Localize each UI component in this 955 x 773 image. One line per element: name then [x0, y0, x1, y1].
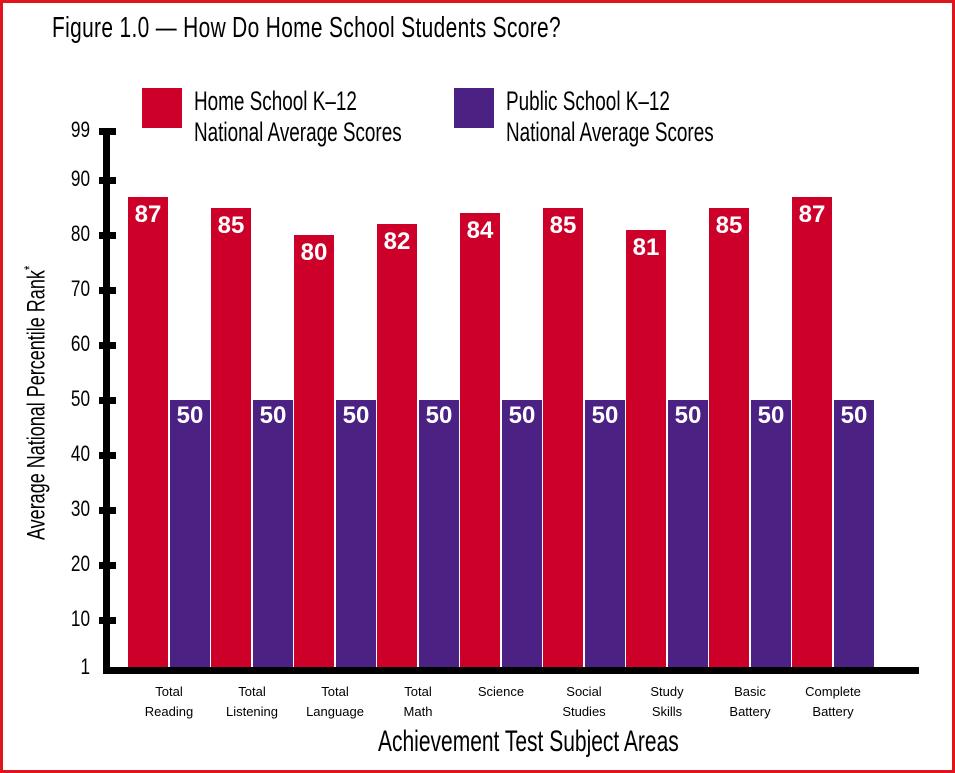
x-category-label: Total Math: [378, 682, 458, 722]
x-category-label-line: Basic: [734, 684, 766, 699]
x-category-label-line: Skills: [651, 704, 683, 719]
bar-value-label: 82: [383, 228, 411, 255]
x-category-label-line: [461, 702, 541, 722]
bar-value-label: 50: [259, 402, 287, 429]
legend-label: Public School K–12 National Average Score…: [506, 86, 714, 148]
public-school-bar: 50: [751, 400, 791, 667]
y-tick-label: 10: [70, 606, 90, 631]
y-axis-label-text: Average National Percentile Rank: [22, 270, 51, 540]
bar-value-label: 84: [466, 217, 494, 244]
bar-value-label: 85: [715, 211, 743, 239]
bar-value-label: 85: [217, 211, 245, 239]
home-school-bar: 85: [211, 207, 251, 667]
home-school-bar: 87: [792, 196, 832, 667]
x-category-label-line: Reading: [144, 704, 194, 719]
x-category-label-line: Total: [238, 684, 266, 699]
bar-value-label: 87: [134, 200, 162, 228]
bar-value-label: 50: [425, 402, 453, 429]
bar-value-label: 80: [300, 239, 328, 266]
public-school-bar: 50: [668, 400, 708, 667]
y-tick-label: 60: [70, 331, 90, 356]
bar-value-label: 50: [508, 402, 536, 429]
bar-value-label: 81: [632, 233, 660, 261]
legend-label-line: National Average Scores: [506, 117, 714, 147]
x-category-label-line: Total: [321, 684, 349, 699]
x-category-label: Basic Battery: [710, 682, 790, 722]
public-school-bar: 50: [834, 400, 874, 667]
x-category-label-line: Complete: [805, 684, 861, 699]
x-category-label: Total Listening: [212, 682, 292, 722]
y-tick-label: 80: [70, 221, 90, 246]
public-school-bar: 50: [336, 400, 376, 667]
x-category-label: Social Studies: [544, 682, 624, 722]
y-tick-label: 40: [70, 441, 90, 466]
x-axis-line: [103, 667, 919, 674]
bar-value-label: 87: [798, 200, 826, 228]
bar-value-label: 50: [757, 402, 785, 429]
home-school-bar: 87: [128, 196, 168, 667]
footnote-mark: *: [22, 265, 39, 271]
home-school-bar: 84: [460, 213, 500, 667]
y-tick-label: 50: [70, 386, 90, 411]
legend-swatch-home-school: [142, 88, 182, 128]
y-tick-label: 20: [70, 551, 90, 576]
x-category-label-line: Listening: [225, 704, 279, 719]
x-category-label: Complete Battery: [793, 682, 873, 722]
public-school-bar: 50: [585, 400, 625, 667]
y-tick-label: 1: [80, 654, 90, 679]
x-category-label-line: Battery: [812, 704, 854, 719]
y-tick-label: 70: [70, 276, 90, 301]
y-tick-label: 90: [70, 166, 90, 191]
home-school-bar: 85: [709, 207, 749, 667]
legend-label-line: Public School K–12: [506, 86, 670, 116]
public-school-bar: 50: [502, 400, 542, 667]
x-category-label-line: Total: [155, 684, 183, 699]
bar-value-label: 50: [176, 402, 204, 429]
bar-value-label: 85: [549, 211, 577, 239]
legend-swatch-public-school: [454, 88, 494, 128]
x-axis-label: Achievement Test Subject Areas: [378, 725, 679, 758]
x-category-label-line: Math: [403, 704, 433, 719]
x-category-label: Study Skills: [627, 682, 707, 722]
x-category-label-line: Total: [404, 684, 432, 699]
public-school-bar: 50: [253, 400, 293, 667]
x-category-label-line: Study: [650, 684, 684, 699]
legend-label: Home School K–12 National Average Scores: [194, 86, 402, 148]
x-category-label: Science: [461, 682, 541, 722]
bar-value-label: 50: [342, 402, 370, 429]
bar-value-label: 50: [840, 402, 868, 429]
home-school-bar: 82: [377, 224, 417, 667]
y-axis-label: Average National Percentile Rank*: [22, 266, 51, 540]
x-category-label-line: Science: [477, 684, 525, 699]
y-tick-label: 30: [70, 496, 90, 521]
public-school-bar: 50: [419, 400, 459, 667]
home-school-bar: 85: [543, 207, 583, 667]
legend-label-line: National Average Scores: [194, 117, 402, 147]
home-school-bar: 80: [294, 235, 334, 667]
x-category-label-line: Battery: [729, 704, 771, 719]
legend-label-line: Home School K–12: [194, 86, 357, 116]
chart-title: Figure 1.0 — How Do Home School Students…: [52, 12, 562, 44]
home-school-bar: 81: [626, 229, 666, 667]
x-category-label-line: Language: [306, 704, 364, 719]
bar-value-label: 50: [591, 402, 619, 429]
bar-value-label: 50: [674, 402, 702, 429]
x-category-label-line: Studies: [562, 704, 606, 719]
y-axis-line: [103, 128, 110, 672]
y-tick-label: 99: [70, 116, 90, 142]
x-category-label-line: Social: [566, 684, 602, 699]
x-category-label: Total Language: [295, 682, 375, 722]
public-school-bar: 50: [170, 400, 210, 667]
x-category-label: Total Reading: [129, 682, 209, 722]
